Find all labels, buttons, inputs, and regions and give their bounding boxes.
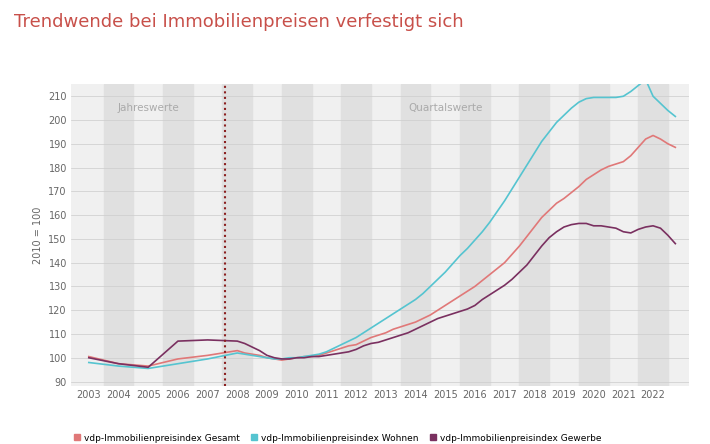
Bar: [222, 84, 252, 386]
Legend: vdp-Immobilienpreisindex Gesamt, vdp-Immobilienpreisindex Wohnen, vdp-Immobilien: vdp-Immobilienpreisindex Gesamt, vdp-Imm…: [70, 430, 606, 444]
Text: Trendwende bei Immobilienpreisen verfestigt sich: Trendwende bei Immobilienpreisen verfest…: [14, 13, 464, 32]
Y-axis label: 2010 = 100: 2010 = 100: [33, 206, 43, 264]
Bar: [342, 84, 371, 386]
Bar: [638, 84, 668, 386]
Bar: [520, 84, 549, 386]
Bar: [104, 84, 133, 386]
Text: Quartalswerte: Quartalswerte: [408, 103, 482, 113]
Bar: [282, 84, 312, 386]
Bar: [163, 84, 192, 386]
Bar: [400, 84, 430, 386]
Bar: [460, 84, 490, 386]
Bar: [579, 84, 608, 386]
Text: Jahreswerte: Jahreswerte: [117, 103, 179, 113]
